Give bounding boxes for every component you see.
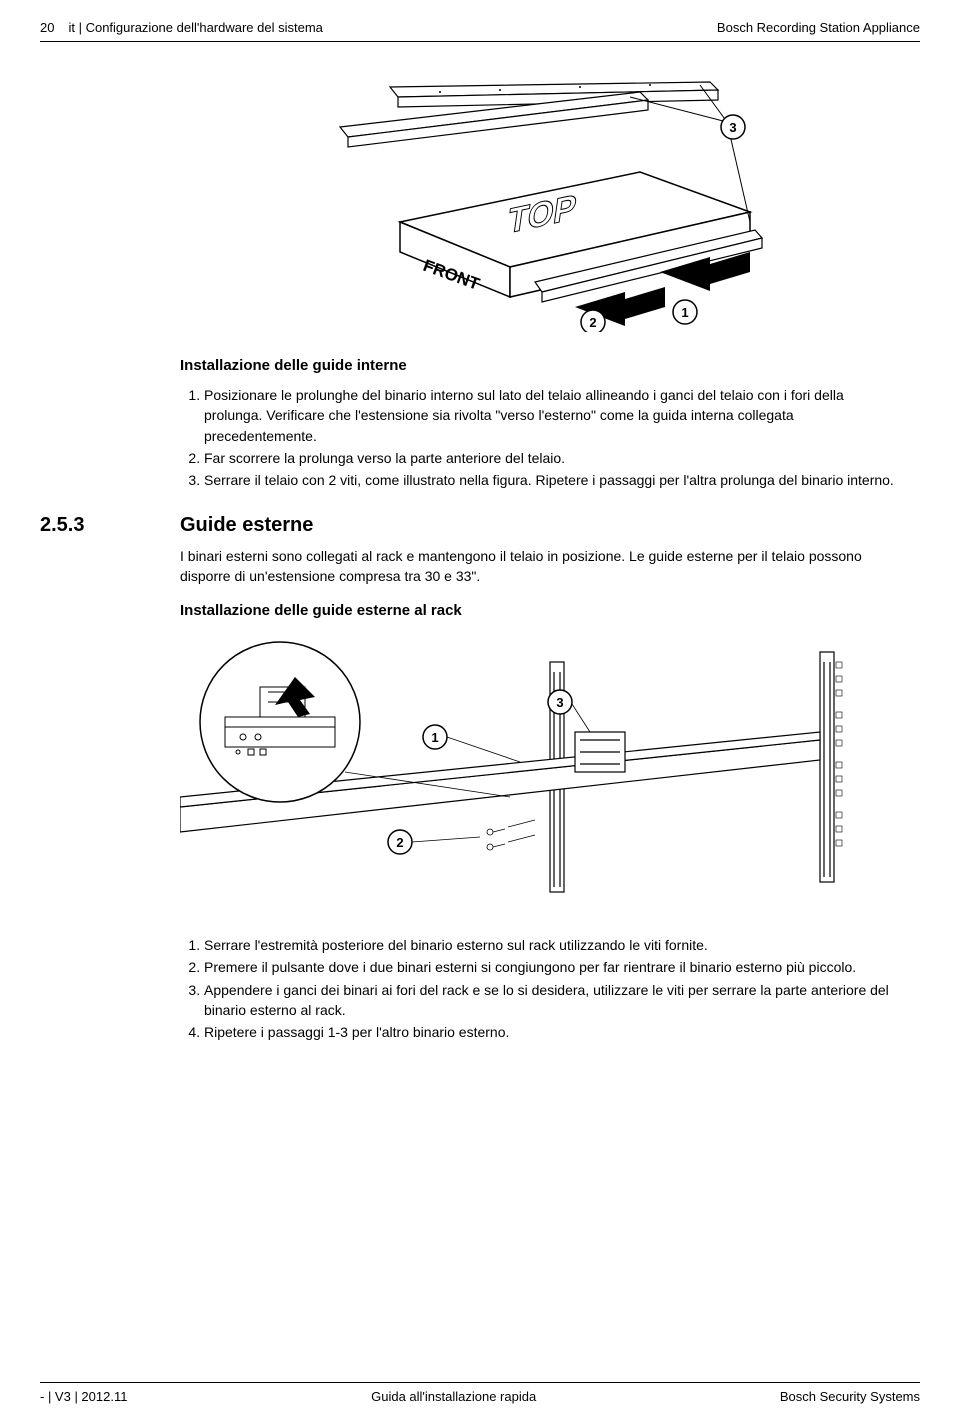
figure-rack: 1 2 3 [180, 632, 900, 917]
figure-chassis: TOP FRONT [180, 72, 900, 337]
interne-list: Posizionare le prolunghe del binario int… [180, 385, 900, 490]
svg-text:2: 2 [396, 835, 403, 850]
esterne-subtitle: Installazione delle guide esterne al rac… [180, 600, 900, 622]
svg-text:2: 2 [589, 315, 596, 330]
svg-text:3: 3 [729, 120, 736, 135]
section-header: 2.5.3 Guide esterne [40, 511, 900, 540]
page: 20 it | Configurazione dell'hardware del… [0, 0, 960, 1420]
section-number: 2.5.3 [40, 511, 180, 540]
footer-left: - | V3 | 2012.11 [40, 1389, 127, 1404]
list-item: Serrare il telaio con 2 viti, come illus… [204, 470, 900, 490]
footer-rule [40, 1382, 920, 1383]
header: 20 it | Configurazione dell'hardware del… [40, 20, 920, 35]
list-item: Ripetere i passaggi 1-3 per l'altro bina… [204, 1022, 900, 1042]
svg-text:3: 3 [556, 695, 563, 710]
list-item: Posizionare le prolunghe del binario int… [204, 385, 900, 446]
header-rule [40, 41, 920, 42]
esterne-intro: I binari esterni sono collegati al rack … [180, 546, 900, 587]
content: TOP FRONT [40, 72, 920, 1043]
esterne-list: Serrare l'estremità posteriore del binar… [180, 935, 900, 1042]
svg-text:1: 1 [681, 305, 688, 320]
footer-center: Guida all'installazione rapida [371, 1389, 536, 1404]
list-item: Premere il pulsante dove i due binari es… [204, 957, 900, 977]
footer: - | V3 | 2012.11 Guida all'installazione… [40, 1382, 920, 1404]
interne-title: Installazione delle guide interne [180, 355, 900, 377]
header-left: 20 it | Configurazione dell'hardware del… [40, 20, 323, 35]
list-item: Far scorrere la prolunga verso la parte … [204, 448, 900, 468]
header-right-text: Bosch Recording Station Appliance [717, 20, 920, 35]
header-left-text: it | Configurazione dell'hardware del si… [68, 20, 322, 35]
list-item: Appendere i ganci dei binari ai fori del… [204, 980, 900, 1021]
footer-right: Bosch Security Systems [780, 1389, 920, 1404]
list-item: Serrare l'estremità posteriore del binar… [204, 935, 900, 955]
svg-text:1: 1 [431, 730, 438, 745]
page-number: 20 [40, 20, 54, 35]
section-title: Guide esterne [180, 511, 313, 540]
